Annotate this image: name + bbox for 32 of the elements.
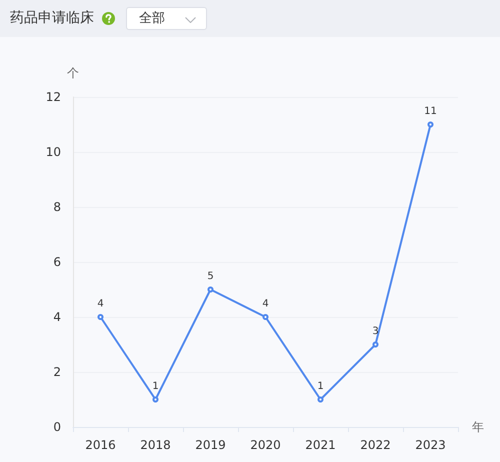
- dropdown-select: 全部: [126, 7, 207, 30]
- y-tick-label: 4: [53, 310, 61, 324]
- point: [98, 314, 104, 320]
- x-tick-label: 2021: [305, 438, 336, 452]
- data-label: 4: [97, 298, 104, 310]
- point: [208, 286, 214, 292]
- data-label: 4: [262, 298, 269, 310]
- x-tick-label: 2022: [360, 438, 391, 452]
- point: [318, 396, 324, 402]
- y-tick-label: 0: [53, 420, 61, 434]
- chart-title: 药品申请临床: [10, 9, 94, 27]
- point: [428, 122, 434, 128]
- y-tick-label: 2: [53, 365, 61, 379]
- x-tick-label: 2016: [85, 438, 116, 452]
- point: [372, 342, 378, 348]
- x-tick-label: 2020: [250, 438, 281, 452]
- x-tick-label: 2019: [195, 438, 226, 452]
- point: [262, 314, 268, 320]
- x-axis-title: 年: [472, 420, 484, 434]
- data-label: 1: [152, 381, 159, 392]
- y-tick-label: 6: [53, 255, 61, 269]
- y-tick-label: 8: [53, 200, 61, 214]
- y-tick-label: 10: [46, 145, 61, 159]
- point: [152, 396, 158, 402]
- y-axis-title: 个: [67, 66, 79, 80]
- data-label: 1: [317, 381, 324, 392]
- data-label: 5: [207, 271, 214, 282]
- y-tick-label: 12: [46, 90, 61, 104]
- data-label: 3: [372, 326, 379, 337]
- x-tick-label: 2018: [140, 438, 171, 452]
- data-label: 11: [424, 106, 437, 117]
- x-tick-label: 2023: [415, 438, 446, 452]
